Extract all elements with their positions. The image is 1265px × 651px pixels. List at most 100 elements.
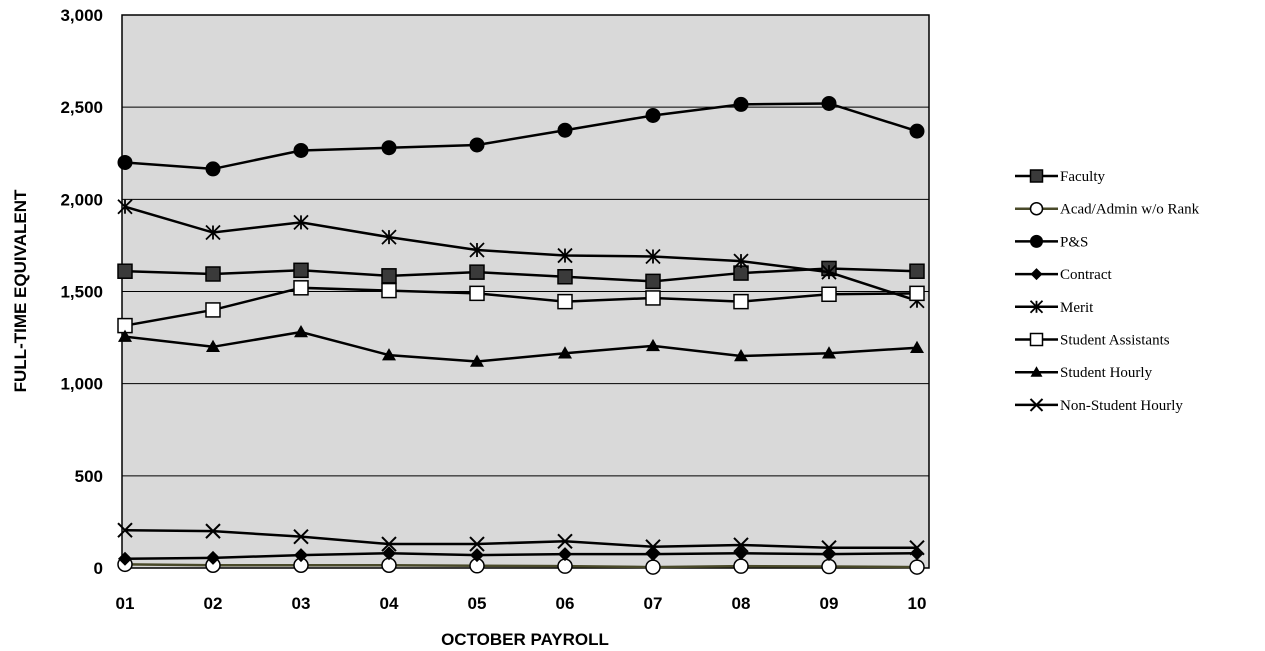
marker-stroke bbox=[1029, 398, 1044, 412]
legend-label: Faculty bbox=[1060, 169, 1105, 185]
data-point bbox=[733, 537, 749, 553]
data-point bbox=[293, 280, 309, 296]
data-point bbox=[205, 302, 221, 318]
y-axis-title: FULL-TIME EQUIVALENT bbox=[11, 189, 30, 392]
data-point bbox=[294, 548, 308, 563]
data-point bbox=[117, 263, 133, 279]
data-point bbox=[821, 264, 837, 280]
data-point bbox=[645, 559, 661, 575]
y-tick-label: 2,500 bbox=[60, 98, 103, 117]
data-point bbox=[293, 142, 309, 158]
data-point bbox=[382, 546, 396, 561]
series-student-assistants bbox=[117, 280, 925, 334]
data-point bbox=[469, 536, 485, 552]
data-point bbox=[1029, 398, 1044, 412]
legend-label: Contract bbox=[1060, 267, 1112, 283]
data-point bbox=[557, 247, 573, 264]
marker-stroke bbox=[117, 522, 133, 538]
data-point bbox=[645, 539, 661, 555]
data-point bbox=[909, 263, 925, 279]
data-point bbox=[733, 253, 749, 269]
data-point bbox=[293, 214, 309, 231]
legend-item: Student Hourly bbox=[1015, 365, 1153, 381]
data-point bbox=[645, 273, 661, 290]
y-tick-label: 3,000 bbox=[60, 6, 103, 25]
data-point bbox=[206, 550, 220, 565]
data-point bbox=[469, 242, 485, 258]
data-point bbox=[469, 137, 485, 153]
data-point bbox=[294, 325, 308, 338]
legend-item: Student Assistants bbox=[1015, 333, 1170, 349]
data-point bbox=[645, 107, 661, 123]
series-line bbox=[124, 330, 918, 363]
marker-stroke bbox=[557, 533, 573, 549]
marker-stroke bbox=[645, 539, 661, 555]
data-point bbox=[733, 96, 749, 112]
series-non-student-hourly bbox=[117, 522, 925, 556]
x-tick-label: 10 bbox=[908, 594, 927, 613]
data-point bbox=[381, 557, 397, 573]
x-tick-label: 01 bbox=[116, 594, 135, 613]
data-point bbox=[293, 528, 309, 545]
legend-item: Faculty bbox=[1015, 169, 1105, 185]
series-line bbox=[124, 267, 918, 283]
data-point bbox=[822, 346, 836, 359]
gridlines bbox=[122, 106, 929, 477]
series-line bbox=[124, 286, 918, 327]
series-line bbox=[124, 552, 918, 561]
data-point bbox=[381, 229, 397, 245]
data-point bbox=[117, 154, 133, 170]
data-point bbox=[909, 540, 925, 556]
data-point bbox=[645, 290, 661, 306]
y-tick-label: 2,000 bbox=[60, 190, 103, 209]
data-point bbox=[118, 329, 132, 342]
data-point bbox=[206, 339, 220, 353]
data-point bbox=[733, 558, 749, 574]
legend-item: Acad/Admin w/o Rank bbox=[1015, 202, 1200, 218]
data-point bbox=[734, 349, 748, 362]
series-p-s bbox=[117, 95, 925, 177]
data-point bbox=[909, 285, 925, 302]
marker-stroke bbox=[293, 528, 309, 545]
data-point bbox=[557, 269, 573, 285]
data-point bbox=[470, 354, 484, 367]
legend-label: Student Hourly bbox=[1060, 365, 1153, 381]
series-line bbox=[124, 205, 918, 302]
x-tick-label: 03 bbox=[292, 594, 311, 613]
marker-stroke bbox=[733, 537, 749, 553]
x-tick-label: 07 bbox=[644, 594, 663, 613]
series-faculty bbox=[117, 260, 925, 290]
x-tick-label: 04 bbox=[380, 594, 399, 613]
data-point bbox=[1030, 234, 1043, 248]
legend-label: Merit bbox=[1060, 300, 1094, 316]
data-point bbox=[381, 140, 397, 156]
y-tick-label: 500 bbox=[75, 467, 103, 486]
y-tick-label: 1,000 bbox=[60, 375, 103, 394]
data-point bbox=[1029, 300, 1044, 314]
data-point bbox=[469, 285, 485, 302]
series-line bbox=[124, 563, 918, 569]
x-tick-label: 09 bbox=[820, 594, 839, 613]
data-point bbox=[1030, 366, 1043, 377]
data-point bbox=[557, 122, 573, 138]
data-point bbox=[470, 548, 484, 563]
data-point bbox=[293, 262, 309, 279]
legend-label: Non-Student Hourly bbox=[1060, 398, 1183, 414]
data-point bbox=[557, 293, 573, 310]
data-point bbox=[821, 540, 837, 556]
legend-label: P&S bbox=[1060, 234, 1088, 250]
series-student-hourly bbox=[118, 325, 924, 367]
x-tick-label: 08 bbox=[732, 594, 751, 613]
series-contract bbox=[118, 546, 924, 566]
x-tick-label: 05 bbox=[468, 594, 487, 613]
series-layer bbox=[117, 95, 925, 575]
data-point bbox=[910, 546, 924, 561]
data-point bbox=[557, 533, 573, 549]
x-axis-ticks: 01 02 03 04 05 06 07 08 09 10 bbox=[116, 594, 927, 613]
data-point bbox=[1030, 268, 1043, 281]
legend-item: Contract bbox=[1015, 267, 1112, 283]
data-point bbox=[557, 558, 573, 574]
marker-stroke bbox=[469, 536, 485, 552]
data-point bbox=[821, 95, 837, 111]
